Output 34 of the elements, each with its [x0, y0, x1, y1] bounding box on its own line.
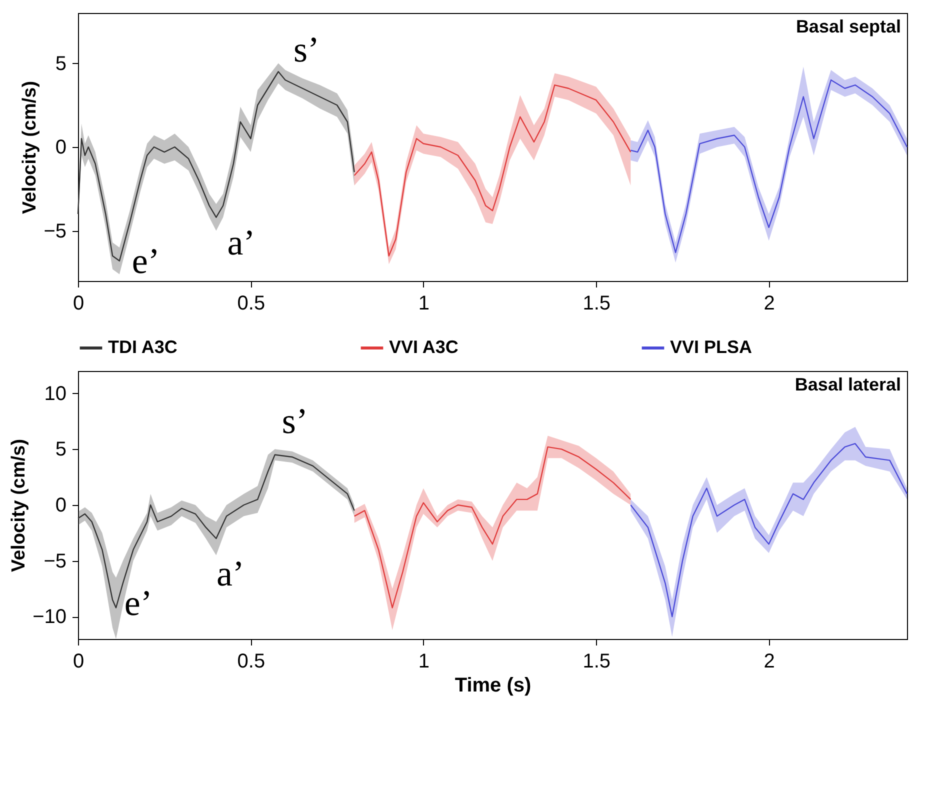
y-tick-label: −10	[32, 606, 66, 628]
y-axis-title: Velocity (cm/s)	[8, 438, 30, 572]
annotation: s’	[294, 30, 320, 70]
y-tick-label: 0	[55, 136, 66, 158]
y-tick-label: −5	[44, 220, 66, 242]
x-tick-label: 0	[72, 650, 84, 672]
line-series	[354, 446, 632, 608]
annotation: e’	[132, 241, 160, 282]
x-tick-label: 1.5	[582, 292, 611, 314]
x-tick-label: 0	[72, 292, 84, 314]
y-tick-label: 5	[55, 438, 66, 461]
x-axis-title: Time (s)	[454, 674, 532, 696]
y-axis-title: Velocity (cm/s)	[20, 80, 41, 214]
annotation: a’	[216, 554, 244, 594]
annotation: Basal lateral	[794, 374, 901, 394]
x-tick-label: 1.5	[582, 650, 611, 672]
annotation: a’	[227, 222, 256, 262]
annotation: e’	[124, 583, 152, 624]
x-tick-label: 1	[418, 292, 430, 314]
x-tick-label: 2	[764, 650, 775, 672]
y-tick-label: 5	[55, 52, 66, 75]
y-tick-label: −5	[44, 550, 66, 572]
x-tick-label: 0.5	[237, 650, 266, 672]
y-tick-label: 0	[55, 494, 66, 516]
legend-label: VVI PLSA	[670, 337, 752, 357]
annotation: s’	[282, 400, 308, 441]
line-series	[630, 442, 908, 618]
annotation: Basal septal	[796, 16, 901, 36]
legend-label: VVI A3C	[389, 337, 458, 357]
y-tick-label: 10	[44, 382, 66, 405]
x-tick-label: 0.5	[237, 292, 266, 314]
x-tick-label: 2	[764, 292, 775, 314]
x-tick-label: 1	[418, 650, 430, 672]
legend-label: TDI A3C	[108, 337, 178, 357]
